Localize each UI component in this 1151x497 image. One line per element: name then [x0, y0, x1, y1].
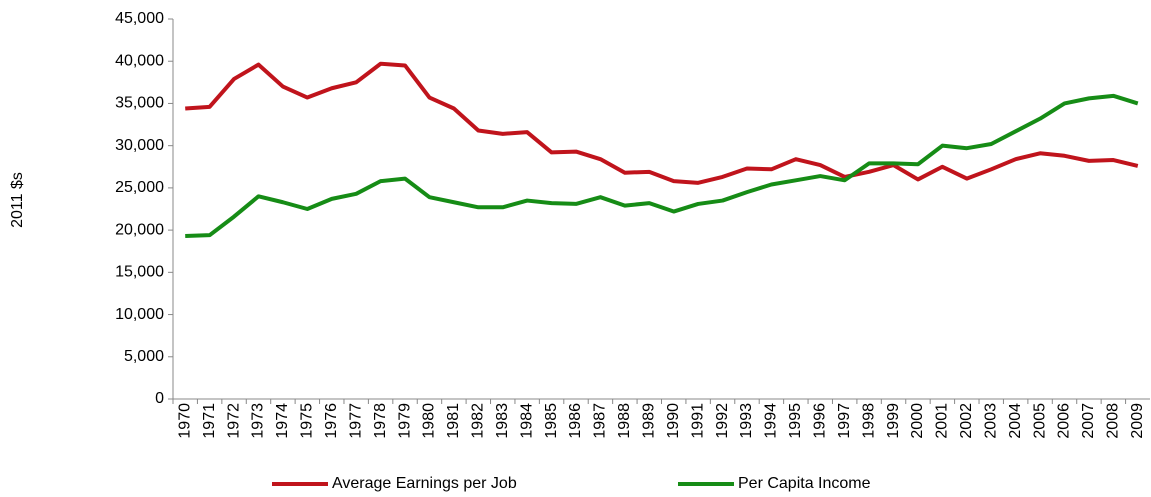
x-tick-label: 1970 — [176, 403, 193, 439]
x-tick-label: 1988 — [616, 403, 633, 439]
x-tick-label: 1986 — [567, 403, 584, 439]
x-tick-label: 2009 — [1129, 403, 1146, 439]
x-tick-label: 2003 — [982, 403, 999, 439]
y-tick-label: 0 — [155, 390, 164, 407]
x-tick-label: 1983 — [494, 403, 511, 439]
x-tick-label: 1974 — [274, 403, 291, 439]
y-tick-label: 15,000 — [115, 264, 164, 281]
x-tick-label: 1987 — [592, 403, 609, 439]
y-tick-label: 25,000 — [115, 179, 164, 196]
x-tick-label: 2007 — [1080, 403, 1097, 439]
series-line — [185, 61, 1139, 185]
x-tick-label: 1972 — [225, 403, 242, 439]
legend-label: Average Earnings per Job — [332, 475, 517, 492]
x-tick-label: 1982 — [470, 403, 487, 439]
x-tick-label: 1993 — [738, 403, 755, 439]
x-tick-label: 1996 — [811, 403, 828, 439]
x-tick-label: 1990 — [665, 403, 682, 439]
y-tick-label: 40,000 — [115, 52, 164, 69]
y-tick-label: 20,000 — [115, 221, 164, 238]
x-tick-label: 2006 — [1056, 403, 1073, 439]
y-tick-label: 35,000 — [115, 95, 164, 112]
x-tick-label: 2004 — [1007, 403, 1024, 439]
x-tick-label: 1971 — [201, 403, 218, 439]
x-tick-label: 1973 — [250, 403, 267, 439]
x-tick-label: 2000 — [909, 403, 926, 439]
series-line — [185, 93, 1139, 239]
x-tick-label: 1978 — [372, 403, 389, 439]
x-tick-label: 1984 — [518, 403, 535, 439]
y-axis-label: 2011 $s — [9, 172, 26, 228]
x-tick-label: 1998 — [860, 403, 877, 439]
x-tick-label: 1999 — [885, 403, 902, 439]
x-tick-label: 1980 — [421, 403, 438, 439]
x-tick-label: 1981 — [445, 403, 462, 439]
legend-label: Per Capita Income — [738, 475, 871, 492]
x-tick-label: 1989 — [641, 403, 658, 439]
y-tick-label: 30,000 — [115, 137, 164, 154]
x-tick-label: 1976 — [323, 403, 340, 439]
x-tick-label: 2002 — [958, 403, 975, 439]
x-tick-label: 1991 — [689, 403, 706, 439]
y-tick-label: 5,000 — [124, 348, 164, 365]
x-tick-label: 1975 — [299, 403, 316, 439]
x-tick-label: 1977 — [347, 403, 364, 439]
x-tick-label: 1992 — [714, 403, 731, 439]
y-tick-label: 10,000 — [115, 306, 164, 323]
x-tick-label: 1985 — [543, 403, 560, 439]
x-tick-label: 1979 — [396, 403, 413, 439]
x-tick-label: 1997 — [836, 403, 853, 439]
x-tick-label: 2005 — [1031, 403, 1048, 439]
x-tick-label: 1995 — [787, 403, 804, 439]
x-tick-label: 2008 — [1105, 403, 1122, 439]
x-tick-label: 2001 — [934, 403, 951, 439]
x-tick-label: 1994 — [763, 403, 780, 439]
y-tick-label: 45,000 — [115, 10, 164, 27]
